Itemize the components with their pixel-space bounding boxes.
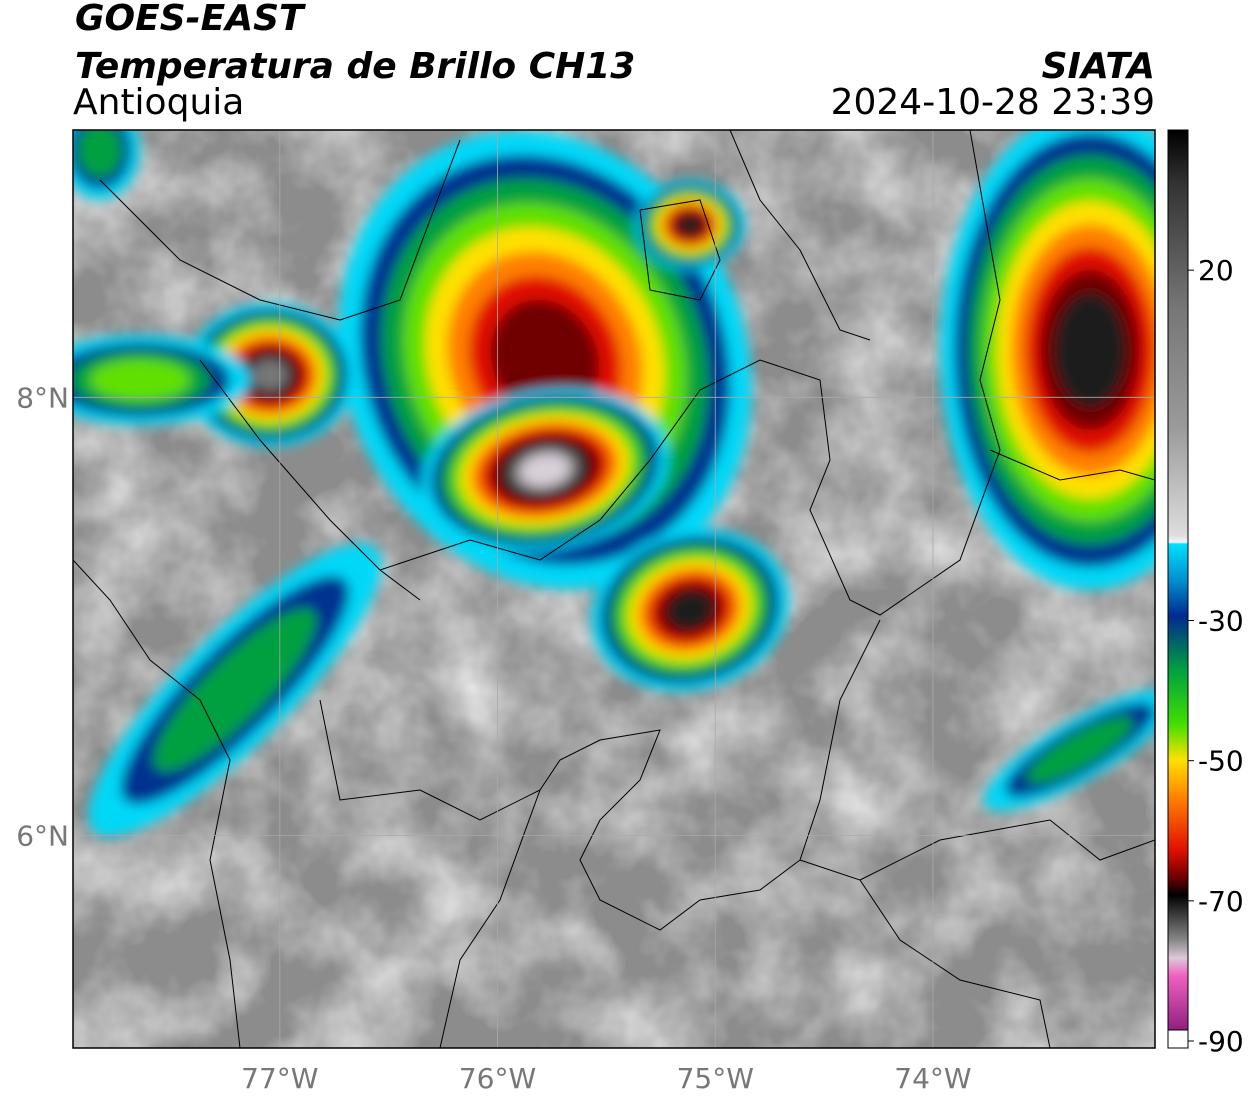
cloud-top <box>520 453 570 487</box>
source: SIATA <box>1042 46 1155 87</box>
colorbar-extension <box>1167 1029 1189 1049</box>
colorbar-tick-label: -50 <box>1198 745 1244 778</box>
datetime: 2024-10-28 23:39 <box>831 82 1155 123</box>
cloud-top <box>153 608 317 772</box>
map-image <box>73 130 1155 1048</box>
colorbar-frame <box>1167 129 1189 1049</box>
cloud-top <box>1026 716 1134 784</box>
x-tick-label: 76°W <box>459 1062 536 1095</box>
cloud-top <box>1054 292 1126 408</box>
borders <box>73 130 1155 1048</box>
colorbar-tick-label: -30 <box>1198 605 1244 638</box>
cloud-top <box>251 359 289 391</box>
cloud-top <box>77 130 123 178</box>
y-tick-label: 6°N <box>16 819 69 852</box>
y-tick-label: 8°N <box>16 381 69 414</box>
colorbar-tick-label: 20 <box>1198 254 1234 287</box>
region: Antioquia <box>73 82 244 123</box>
colorbar-tick-label: -70 <box>1198 885 1244 918</box>
colorbar <box>1168 130 1188 1030</box>
x-tick-label: 74°W <box>894 1062 971 1095</box>
cloud-top <box>90 359 190 401</box>
map-frame <box>72 129 1156 1049</box>
cloud-top <box>676 214 704 236</box>
x-tick-label: 75°W <box>677 1062 754 1095</box>
cloud-top <box>666 590 714 630</box>
colorbar-tick-label: -90 <box>1198 1025 1244 1058</box>
subtitle: Temperatura de Brillo CH13 <box>75 46 635 87</box>
x-tick-label: 77°W <box>241 1062 318 1095</box>
title: GOES-EAST <box>75 0 306 39</box>
